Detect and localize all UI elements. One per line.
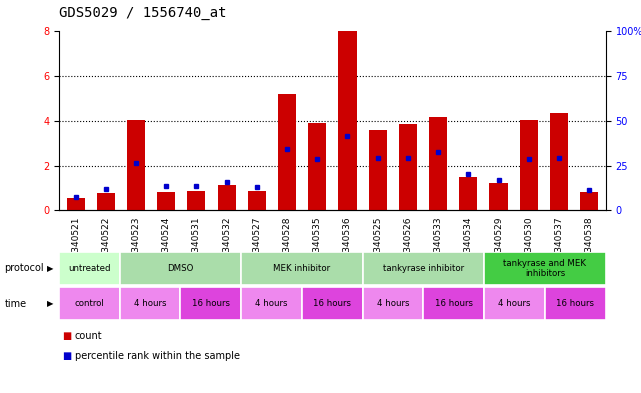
Bar (429, 118, 447, 210)
Text: 4 hours: 4 hours (498, 299, 531, 308)
Bar (67, 198, 85, 210)
Bar (248, 191, 266, 210)
Text: protocol: protocol (4, 263, 44, 273)
Text: 16 hours: 16 hours (556, 299, 594, 308)
Bar (363, 252, 484, 285)
Bar (484, 287, 545, 320)
Bar (369, 130, 387, 210)
Bar (424, 287, 484, 320)
Text: 4 hours: 4 hours (255, 299, 288, 308)
Bar (490, 184, 508, 210)
Bar (181, 287, 241, 320)
Bar (157, 192, 175, 210)
Bar (459, 177, 478, 210)
Bar (545, 287, 606, 320)
Bar (550, 113, 568, 210)
Bar (59, 252, 120, 285)
Text: MEK inhibitor: MEK inhibitor (274, 264, 331, 273)
Bar (120, 252, 241, 285)
Bar (484, 252, 606, 285)
Text: 16 hours: 16 hours (313, 299, 351, 308)
Text: ■: ■ (62, 331, 71, 341)
Text: DMSO: DMSO (167, 264, 194, 273)
Bar (241, 252, 363, 285)
Bar (241, 287, 302, 320)
Bar (302, 287, 363, 320)
Bar (308, 123, 326, 210)
Text: count: count (75, 331, 103, 341)
Text: 4 hours: 4 hours (134, 299, 167, 308)
Bar (520, 120, 538, 210)
Bar (580, 192, 598, 210)
Text: ▶: ▶ (47, 299, 54, 308)
Text: control: control (74, 299, 104, 308)
Text: untreated: untreated (68, 264, 111, 273)
Bar (278, 94, 296, 210)
Bar (97, 193, 115, 210)
Bar (338, 31, 356, 210)
Text: 16 hours: 16 hours (435, 299, 473, 308)
Text: tankyrase inhibitor: tankyrase inhibitor (383, 264, 464, 273)
Bar (363, 287, 424, 320)
Bar (127, 120, 145, 210)
Text: 4 hours: 4 hours (377, 299, 410, 308)
Bar (217, 185, 236, 210)
Bar (59, 287, 120, 320)
Bar (187, 191, 206, 210)
Text: 16 hours: 16 hours (192, 299, 230, 308)
Text: percentile rank within the sample: percentile rank within the sample (75, 351, 240, 361)
Text: GDS5029 / 1556740_at: GDS5029 / 1556740_at (59, 6, 226, 20)
Text: time: time (4, 299, 27, 309)
Bar (120, 287, 181, 320)
Bar (399, 124, 417, 210)
Text: tankyrase and MEK
inhibitors: tankyrase and MEK inhibitors (503, 259, 587, 278)
Text: ▶: ▶ (47, 264, 54, 273)
Text: ■: ■ (62, 351, 71, 361)
